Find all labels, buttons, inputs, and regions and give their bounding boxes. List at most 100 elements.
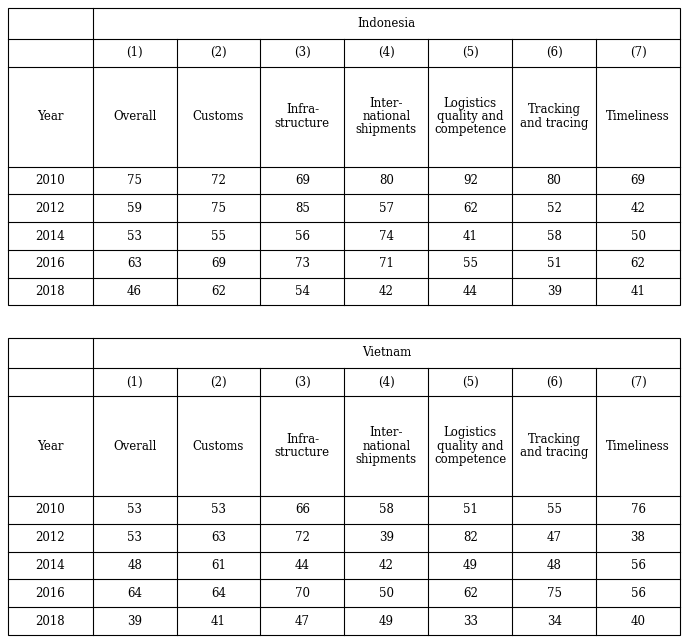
Text: 40: 40 (630, 615, 645, 628)
Text: Logistics: Logistics (444, 426, 497, 439)
Text: 61: 61 (211, 559, 226, 572)
Text: Infra-: Infra- (286, 433, 319, 446)
Text: 62: 62 (463, 202, 477, 215)
Text: 62: 62 (463, 587, 477, 600)
Text: 42: 42 (379, 285, 394, 298)
Text: 76: 76 (630, 503, 645, 516)
Text: Tracking: Tracking (528, 104, 581, 116)
Text: 53: 53 (127, 531, 142, 544)
Text: structure: structure (275, 117, 330, 130)
Text: 53: 53 (211, 503, 226, 516)
Text: 41: 41 (211, 615, 226, 628)
Text: 70: 70 (295, 587, 310, 600)
Text: 55: 55 (547, 503, 561, 516)
Text: Overall: Overall (113, 440, 156, 453)
Text: (4): (4) (378, 46, 395, 59)
Text: 42: 42 (379, 559, 394, 572)
Text: 64: 64 (211, 587, 226, 600)
Text: Timeliness: Timeliness (606, 440, 670, 453)
Text: (2): (2) (211, 46, 227, 59)
Text: 63: 63 (127, 257, 142, 270)
Text: Infra-: Infra- (286, 104, 319, 116)
Text: Tracking: Tracking (528, 433, 581, 446)
Text: Year: Year (37, 110, 63, 123)
Text: (5): (5) (462, 46, 479, 59)
Text: (1): (1) (127, 376, 143, 389)
Text: (2): (2) (211, 376, 227, 389)
Text: 44: 44 (295, 559, 310, 572)
Text: 51: 51 (547, 257, 561, 270)
Text: 57: 57 (379, 202, 394, 215)
Text: 69: 69 (295, 174, 310, 187)
Text: 53: 53 (127, 503, 142, 516)
Text: 56: 56 (630, 587, 645, 600)
Text: 47: 47 (547, 531, 561, 544)
Text: 39: 39 (547, 285, 561, 298)
Text: shipments: shipments (356, 123, 417, 136)
Text: 46: 46 (127, 285, 142, 298)
Text: 75: 75 (127, 174, 142, 187)
Text: structure: structure (275, 446, 330, 459)
Text: and tracing: and tracing (520, 117, 588, 130)
Text: competence: competence (434, 453, 506, 466)
Text: 2016: 2016 (36, 587, 65, 600)
Text: 33: 33 (463, 615, 477, 628)
Text: 2012: 2012 (36, 531, 65, 544)
Text: 62: 62 (211, 285, 226, 298)
Text: 58: 58 (547, 230, 561, 242)
Text: 74: 74 (379, 230, 394, 242)
Text: 92: 92 (463, 174, 477, 187)
Text: Year: Year (37, 440, 63, 453)
Text: quality and: quality and (437, 440, 504, 453)
Text: 56: 56 (630, 559, 645, 572)
Text: 66: 66 (295, 503, 310, 516)
Text: and tracing: and tracing (520, 446, 588, 459)
Text: Logistics: Logistics (444, 96, 497, 110)
Text: (7): (7) (630, 46, 647, 59)
Text: 50: 50 (379, 587, 394, 600)
Text: 39: 39 (379, 531, 394, 544)
Text: 63: 63 (211, 531, 226, 544)
Text: shipments: shipments (356, 453, 417, 466)
Text: quality and: quality and (437, 110, 504, 123)
Text: 34: 34 (547, 615, 561, 628)
Text: 82: 82 (463, 531, 477, 544)
Text: 42: 42 (631, 202, 645, 215)
Text: 75: 75 (547, 587, 561, 600)
Text: (3): (3) (294, 46, 311, 59)
Text: 50: 50 (630, 230, 645, 242)
Text: 56: 56 (295, 230, 310, 242)
Text: national: national (362, 440, 411, 453)
Text: Timeliness: Timeliness (606, 110, 670, 123)
Text: 85: 85 (295, 202, 310, 215)
Text: 55: 55 (211, 230, 226, 242)
Text: 47: 47 (295, 615, 310, 628)
Text: 80: 80 (379, 174, 394, 187)
Text: Overall: Overall (113, 110, 156, 123)
Text: 41: 41 (631, 285, 645, 298)
Text: 44: 44 (463, 285, 477, 298)
Text: 69: 69 (211, 257, 226, 270)
Text: 38: 38 (631, 531, 645, 544)
Text: (7): (7) (630, 376, 647, 389)
Text: 2012: 2012 (36, 202, 65, 215)
Text: 54: 54 (295, 285, 310, 298)
Text: 55: 55 (463, 257, 477, 270)
Text: Vietnam: Vietnam (362, 347, 411, 359)
Text: (5): (5) (462, 376, 479, 389)
Text: 39: 39 (127, 615, 142, 628)
Text: 72: 72 (295, 531, 310, 544)
Text: 41: 41 (463, 230, 477, 242)
Text: 53: 53 (127, 230, 142, 242)
Text: 2018: 2018 (36, 615, 65, 628)
Text: (6): (6) (546, 376, 563, 389)
Text: 2014: 2014 (36, 559, 65, 572)
Text: Inter-: Inter- (369, 96, 403, 110)
Text: 2010: 2010 (36, 174, 65, 187)
Text: 69: 69 (630, 174, 645, 187)
Text: Customs: Customs (193, 110, 244, 123)
Text: 58: 58 (379, 503, 394, 516)
Text: 48: 48 (127, 559, 142, 572)
Text: 49: 49 (463, 559, 477, 572)
Text: (6): (6) (546, 46, 563, 59)
